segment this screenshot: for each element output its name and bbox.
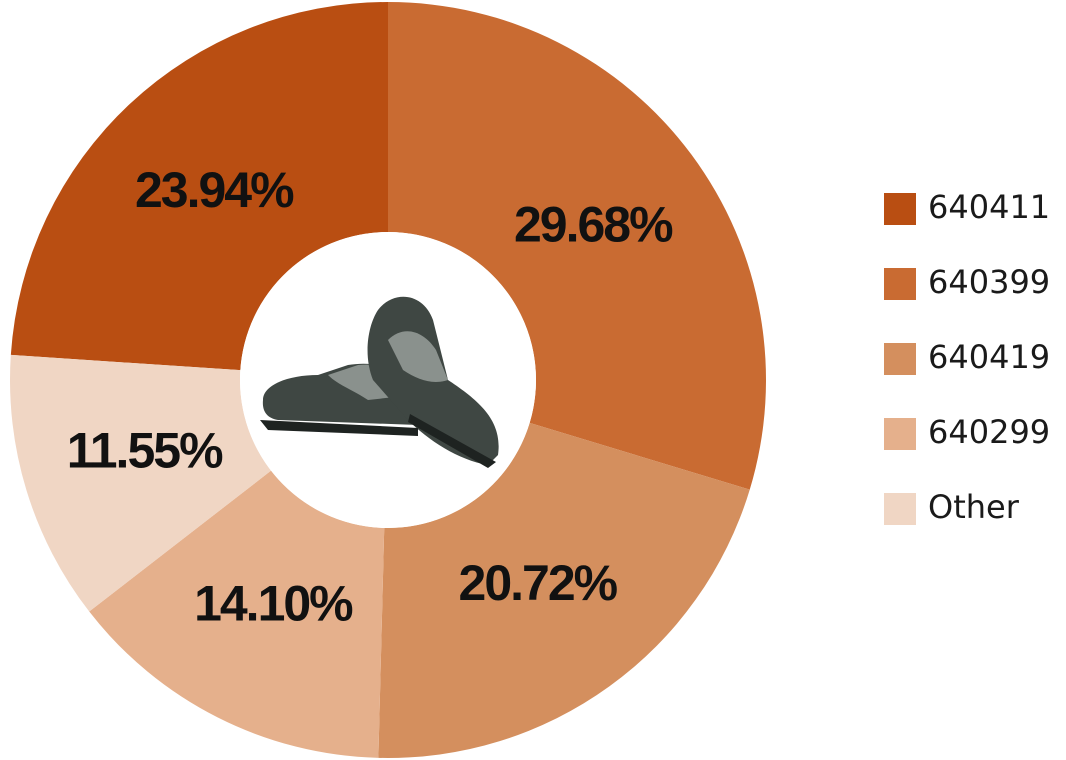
- value-label: 23.94%: [135, 162, 294, 218]
- value-label: 29.68%: [514, 196, 673, 252]
- legend-label: 640299: [928, 413, 1050, 451]
- legend-label: 640419: [928, 338, 1050, 376]
- legend-swatch: [884, 268, 916, 300]
- legend-label: Other: [928, 488, 1020, 526]
- legend-swatch: [884, 493, 916, 525]
- value-label: 20.72%: [459, 555, 618, 611]
- value-label: 14.10%: [194, 576, 353, 632]
- legend: 640411 640399 640419 640299 Other: [884, 188, 1050, 526]
- chart: 23.94%29.68%20.72%14.10%11.55% 640411640…: [0, 0, 1066, 760]
- legend-swatch: [884, 418, 916, 450]
- legend-swatch: [884, 343, 916, 375]
- legend-label: 640399: [928, 263, 1050, 301]
- legend-label: 640411: [928, 188, 1050, 226]
- value-label: 11.55%: [67, 423, 223, 479]
- legend-swatch: [884, 193, 916, 225]
